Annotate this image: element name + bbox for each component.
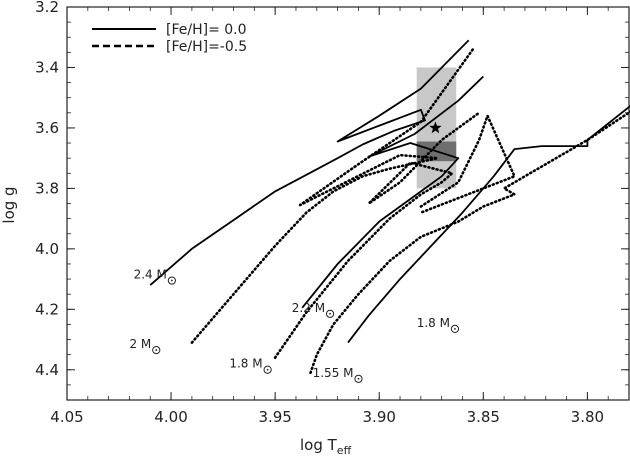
sun-symbol-icon	[167, 276, 176, 285]
y-tick-label: 3.2	[35, 0, 59, 16]
x-tick-label: 3.80	[571, 408, 604, 426]
track-label-1: 2 M	[129, 337, 151, 351]
x-axis-title-sub: eff	[337, 444, 352, 457]
track-0-solid	[149, 39, 470, 286]
sun-symbol-icon	[325, 309, 335, 318]
track-label-0: 2.4 M	[134, 268, 167, 282]
track-label-3: 1.8 M	[229, 357, 262, 371]
x-tick-label: 3.95	[258, 408, 291, 426]
legend-label-solid: [Fe/H]= 0.0	[166, 22, 247, 38]
legend-label-dashed: [Fe/H]=-0.5	[166, 39, 247, 55]
track-5-dotted	[309, 110, 630, 375]
y-tick-label: 4.2	[35, 300, 59, 318]
sun-symbol-icon	[354, 374, 363, 383]
track-6-dotted	[419, 114, 516, 214]
track-label-5: 1.55 M	[313, 366, 354, 380]
y-tick-label: 4.0	[35, 240, 59, 258]
track-label-4: 1.8 M	[417, 316, 450, 330]
y-tick-label: 3.6	[35, 119, 59, 137]
x-tick-label: 4.05	[50, 408, 83, 426]
sun-symbol-icon	[152, 345, 161, 355]
y-tick-label: 3.8	[35, 179, 59, 197]
x-tick-label: 4.00	[154, 408, 187, 426]
plot-frame	[66, 6, 630, 401]
x-axis-title-main: log T	[300, 436, 338, 454]
track-4-solid	[347, 105, 630, 344]
y-axis-title: log g	[0, 186, 18, 223]
evolution-tracks	[149, 39, 630, 375]
x-axis-ticks: 4.05 4.00 3.95 3.90 3.85 3.80	[50, 7, 630, 426]
y-tick-label: 3.4	[35, 58, 59, 76]
sun-symbol-icon	[450, 324, 460, 334]
track-3-dotted	[273, 111, 481, 360]
legend: [Fe/H]= 0.0 [Fe/H]=-0.5	[92, 22, 247, 55]
x-axis-title: log Teff	[300, 436, 352, 457]
track-label-2: 2.2 M	[292, 301, 325, 315]
y-tick-label: 4.4	[35, 361, 59, 379]
track-2-solid	[301, 75, 484, 309]
star-icon	[429, 121, 442, 134]
sun-symbol-icon	[263, 365, 272, 374]
y-axis-ticks: 3.2 3.4 3.6 3.8 4.0 4.2 4.4	[35, 0, 629, 401]
x-tick-label: 3.90	[363, 408, 396, 426]
track-1-dotted	[190, 47, 475, 344]
star-marker	[429, 121, 442, 134]
x-tick-label: 3.85	[467, 408, 500, 426]
track-labels: 2.4 M 2 M 2.2 M 1.8 M 1.8 M 1.55 M	[129, 268, 460, 383]
